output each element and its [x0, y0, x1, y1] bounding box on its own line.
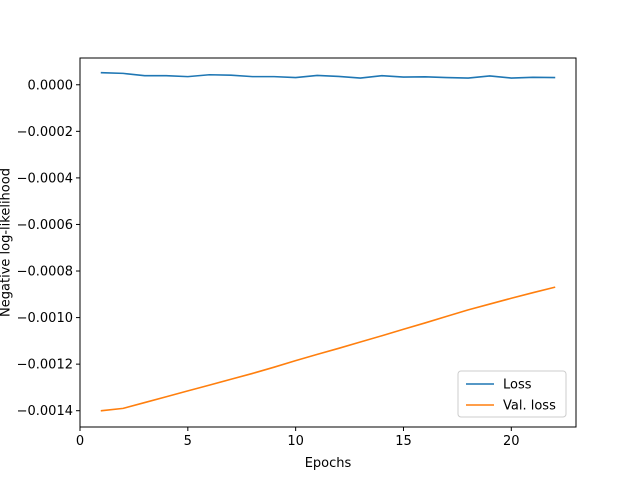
x-axis-title: Epochs: [305, 456, 352, 471]
x-tick-label: 5: [184, 434, 192, 449]
x-tick-label: 20: [503, 434, 520, 449]
x-tick-label: 0: [76, 434, 84, 449]
x-tick-label: 15: [395, 434, 412, 449]
series-layer: [100, 71, 556, 412]
legend: Loss Val. loss: [457, 370, 567, 418]
plot-area: [79, 57, 577, 428]
x-tick-label: 10: [287, 434, 304, 449]
y-tick-label: −0.0008: [17, 265, 73, 280]
y-axis-title: Negative log-likelihood: [0, 168, 14, 317]
y-tick-label: −0.0006: [17, 218, 73, 233]
axes-frame: [79, 57, 577, 428]
y-tick-label: −0.0010: [17, 311, 73, 326]
legend-label: Val. loss: [503, 399, 556, 414]
series-line-val-loss: [100, 286, 556, 412]
series-line-loss: [100, 71, 556, 79]
x-axis: 0 5 10 15 20: [76, 427, 520, 449]
y-tick-label: −0.0014: [17, 404, 73, 419]
y-tick-label: −0.0004: [17, 171, 73, 186]
legend-label: Loss: [503, 378, 532, 393]
y-tick-label: −0.0012: [17, 358, 73, 373]
y-tick-label: −0.0002: [17, 125, 73, 140]
y-axis: 0.0000 −0.0002 −0.0004 −0.0006 −0.0008 −0.001…: [17, 78, 80, 419]
y-tick-label: 0.0000: [28, 78, 74, 93]
